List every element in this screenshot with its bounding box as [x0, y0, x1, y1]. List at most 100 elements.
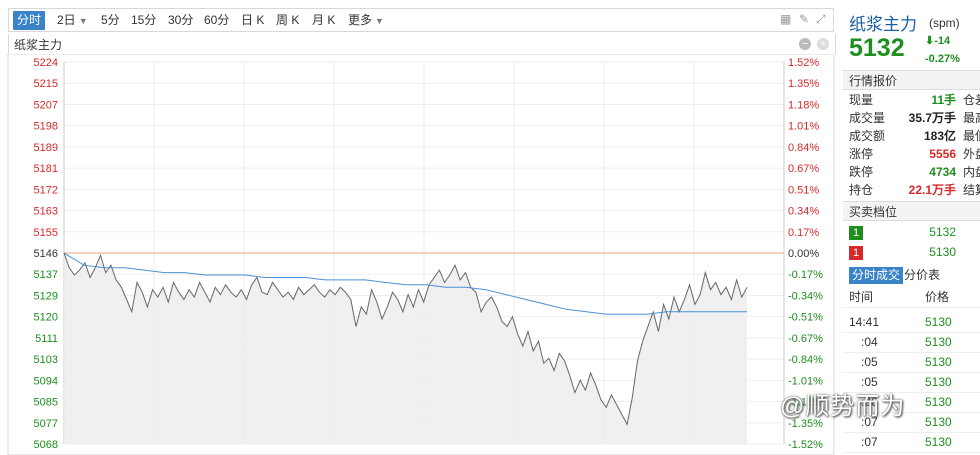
quote-row: 跌停 4734 内盘 — [849, 163, 980, 181]
tab-month-k[interactable]: 月 K — [312, 13, 336, 27]
trade-price: 5130 — [925, 395, 952, 409]
y-tick-left: 5163 — [34, 206, 58, 218]
trade-time: :04 — [861, 335, 878, 349]
quote-row: 涨停 5556 外盘 — [849, 145, 980, 163]
arrow-down-icon: ⬇ — [925, 35, 935, 47]
y-tick-right: -0.84% — [788, 354, 823, 366]
trade-time: :07 — [861, 435, 878, 449]
fullscreen-icon[interactable]: ⤢ — [816, 12, 826, 26]
quote-label: 成交额 — [849, 129, 886, 143]
price-area — [64, 253, 747, 444]
zoom-in-icon[interactable]: + — [817, 38, 829, 50]
trade-row: :07 5130 — [843, 432, 980, 453]
y-tick-left: 5198 — [34, 121, 58, 133]
quote-label: 跌停 — [849, 165, 874, 179]
y-tick-left: 5068 — [34, 439, 58, 451]
y-tick-left: 5189 — [34, 142, 58, 154]
price-line — [63, 252, 748, 426]
last-price: 5132 — [849, 34, 905, 62]
trade-price: 5130 — [925, 335, 952, 349]
quote-value: 11手 — [931, 93, 956, 107]
quote-value: 183亿 — [923, 129, 956, 143]
book-tag: 1 — [849, 246, 863, 260]
quote-right-label: 外盘 — [963, 147, 980, 161]
quote-label: 持仓 — [849, 183, 874, 197]
trade-price: 5130 — [925, 315, 952, 329]
quote-right-label: 内盘 — [963, 165, 980, 179]
trade-time: :06 — [861, 395, 878, 409]
trade-header: 时间 价格 — [843, 287, 980, 308]
y-tick-right: 0.00% — [788, 248, 819, 260]
trade-price: 5130 — [925, 375, 952, 389]
watermark: @顺势而为 — [780, 393, 906, 420]
y-tick-left: 5207 — [34, 99, 58, 111]
y-tick-left: 5111 — [35, 333, 58, 345]
quote-right-label: 最高 — [963, 111, 980, 125]
y-tick-left: 5085 — [34, 397, 58, 409]
tab-more[interactable]: 更多 ▼ — [348, 11, 384, 30]
y-tick-right: 1.18% — [788, 99, 819, 111]
y-tick-right: 1.35% — [788, 78, 819, 90]
y-tick-right: 1.52% — [788, 57, 819, 69]
trade-time: :05 — [861, 355, 878, 369]
y-tick-right: 0.17% — [788, 227, 819, 239]
quote-label: 成交量 — [849, 111, 886, 125]
tab-day-k[interactable]: 日 K — [241, 13, 265, 27]
tab-2day-label: 2日 — [57, 13, 76, 27]
y-tick-left: 5155 — [34, 227, 58, 239]
y-tick-left: 5077 — [34, 418, 58, 430]
quote-value: 5556 — [929, 147, 956, 161]
y-tick-left: 5215 — [34, 78, 58, 90]
y-tick-right: -0.67% — [788, 333, 823, 345]
tab-60min[interactable]: 60分 — [204, 13, 230, 27]
quote-value: 4734 — [929, 165, 956, 179]
y-tick-left: 5146 — [34, 248, 58, 260]
trade-time: 14:41 — [849, 315, 880, 329]
y-tick-right: -1.52% — [788, 439, 823, 451]
book-price: 5130 — [929, 245, 956, 259]
y-tick-right: -1.18% — [788, 397, 823, 409]
quote-row: 现量 11手仓差 — [849, 91, 980, 109]
tab-week-k[interactable]: 周 K — [276, 13, 300, 27]
quote-value: 22.1万手 — [908, 183, 956, 197]
chevron-down-icon: ▼ — [375, 16, 384, 26]
quote-right-label: 仓差 — [963, 93, 980, 107]
price-change-pct: -0.27% — [925, 53, 960, 65]
trade-row: 14:41 5130 — [843, 312, 980, 333]
trade-row: :04 5130 — [843, 332, 980, 353]
y-tick-right: -0.34% — [788, 290, 823, 302]
zoom-out-icon[interactable]: − — [799, 38, 811, 50]
quote-row: 持仓 22.1万手结算 — [849, 181, 980, 199]
tab-intraday[interactable]: 分时 — [13, 11, 46, 30]
tab-price-table[interactable]: 分价表 — [904, 268, 941, 282]
col-time: 时间 — [849, 290, 874, 304]
y-tick-right: 0.34% — [788, 206, 819, 218]
chart-panel: 分时 2日 ▼ 5分 15分 30分 60分 日 K 周 K 月 K 更多 ▼ ▦ … — [7, 8, 836, 455]
y-tick-right: 0.51% — [788, 184, 819, 196]
grid-icon[interactable]: ▦ — [780, 12, 792, 26]
y-tick-left: 5120 — [34, 312, 58, 324]
pencil-icon[interactable]: ✎ — [799, 12, 810, 26]
y-tick-right: 0.67% — [788, 163, 819, 175]
tab-2day[interactable]: 2日 ▼ — [57, 11, 88, 30]
quote-value: 35.7万手 — [908, 111, 956, 125]
quote-label: 涨停 — [849, 147, 874, 161]
trade-row: :06 5130 — [843, 392, 980, 413]
trade-time: :05 — [861, 375, 878, 389]
y-tick-right: -0.51% — [788, 312, 823, 324]
y-tick-left: 5224 — [34, 57, 58, 69]
trade-price: 5130 — [925, 415, 952, 429]
y-tick-right: -1.01% — [788, 375, 823, 387]
tab-more-label: 更多 — [348, 13, 373, 27]
y-tick-left: 5137 — [34, 269, 58, 281]
chart-title: 纸浆主力 — [14, 38, 63, 52]
quote-row: 成交额 183亿最低 — [849, 127, 980, 145]
tab-5min[interactable]: 5分 — [101, 13, 120, 27]
instrument-code: (spm) — [929, 16, 960, 30]
y-tick-left: 5172 — [34, 184, 58, 196]
trade-row: :07 5130 — [843, 412, 980, 433]
tab-15min[interactable]: 15分 — [131, 13, 157, 27]
book-section-header: 买卖档位 — [843, 201, 980, 221]
tab-30min[interactable]: 30分 — [168, 13, 194, 27]
tab-trades[interactable]: 分时成交 — [849, 267, 904, 284]
